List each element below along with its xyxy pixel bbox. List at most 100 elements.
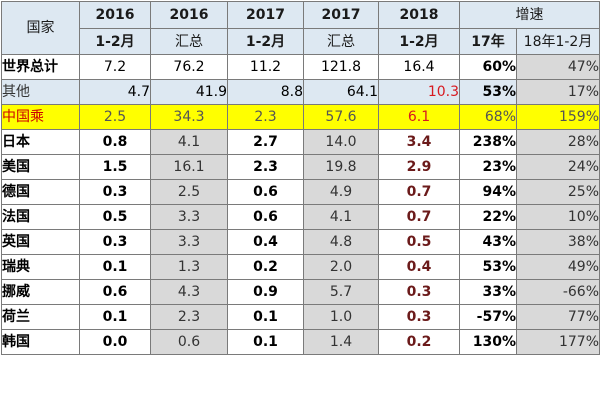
cell-value: 0.8 bbox=[79, 129, 151, 155]
cell-growth-18: 10% bbox=[516, 204, 600, 230]
cell-value: 1.3 bbox=[150, 254, 228, 280]
header-year: 2016 bbox=[79, 1, 151, 29]
header-period: 汇总 bbox=[303, 28, 379, 55]
cell-value: 2.9 bbox=[378, 154, 460, 180]
cell-value: 16.4 bbox=[378, 54, 460, 80]
cell-value: 0.5 bbox=[79, 204, 151, 230]
cell-value: 121.8 bbox=[303, 54, 379, 80]
cell-value: 0.2 bbox=[378, 329, 460, 355]
header-row-periods: 1-2月 汇总 1-2月 汇总 1-2月 17年 18年1-2月 bbox=[2, 28, 600, 55]
row-country: 德国 bbox=[1, 179, 80, 205]
cell-value: 0.6 bbox=[79, 279, 151, 305]
table-row: 世界总计 7.2 76.2 11.2 121.8 16.4 60% 47% bbox=[1, 54, 600, 80]
row-country: 其他 bbox=[1, 79, 80, 105]
cell-value: 2.3 bbox=[227, 154, 304, 180]
row-country: 美国 bbox=[1, 154, 80, 180]
cell-growth-18: 38% bbox=[516, 229, 600, 255]
cell-growth-17: 33% bbox=[459, 279, 517, 305]
cell-growth-18: 24% bbox=[516, 154, 600, 180]
header-period: 1-2月 bbox=[227, 28, 304, 55]
cell-growth-18: 77% bbox=[516, 304, 600, 330]
cell-value: 0.4 bbox=[227, 229, 304, 255]
cell-value: 4.9 bbox=[303, 179, 379, 205]
cell-value: 2.3 bbox=[227, 104, 304, 130]
cell-value: 4.1 bbox=[150, 129, 228, 155]
cell-value: 0.6 bbox=[227, 204, 304, 230]
table-row-highlight: 中国乘 2.5 34.3 2.3 57.6 6.1 68% 159% bbox=[1, 104, 600, 130]
cell-growth-18: 177% bbox=[516, 329, 600, 355]
cell-value: 1.4 bbox=[303, 329, 379, 355]
cell-value: 0.2 bbox=[227, 254, 304, 280]
row-country: 挪威 bbox=[1, 279, 80, 305]
cell-value: 0.7 bbox=[378, 204, 460, 230]
ev-sales-table: 国家 2016 2016 2017 2017 2018 增速 1-2月 汇总 1… bbox=[1, 1, 600, 355]
cell-value: 76.2 bbox=[150, 54, 228, 80]
row-country: 世界总计 bbox=[1, 54, 80, 80]
row-country: 荷兰 bbox=[1, 304, 80, 330]
cell-value: 57.6 bbox=[303, 104, 379, 130]
header-row-years: 国家 2016 2016 2017 2017 2018 增速 bbox=[1, 1, 600, 55]
cell-value: 4.3 bbox=[150, 279, 228, 305]
cell-value: 3.4 bbox=[378, 129, 460, 155]
cell-growth-17: -57% bbox=[459, 304, 517, 330]
cell-growth-17: 68% bbox=[459, 104, 517, 130]
cell-value: 0.5 bbox=[378, 229, 460, 255]
row-country: 日本 bbox=[1, 129, 80, 155]
cell-growth-18: -66% bbox=[516, 279, 600, 305]
cell-value: 2.7 bbox=[227, 129, 304, 155]
table-row: 法国 0.5 3.3 0.6 4.1 0.7 22% 10% bbox=[1, 204, 600, 230]
cell-value: 0.6 bbox=[227, 179, 304, 205]
table-row: 挪威 0.6 4.3 0.9 5.7 0.3 33% -66% bbox=[1, 279, 600, 305]
cell-value: 1.5 bbox=[79, 154, 151, 180]
cell-value: 0.7 bbox=[378, 179, 460, 205]
cell-growth-17: 43% bbox=[459, 229, 517, 255]
cell-value: 14.0 bbox=[303, 129, 379, 155]
cell-value: 2.3 bbox=[150, 304, 228, 330]
cell-growth-17: 60% bbox=[459, 54, 517, 80]
header-growth-18: 18年1-2月 bbox=[516, 28, 600, 55]
row-country: 韩国 bbox=[1, 329, 80, 355]
cell-value: 2.0 bbox=[303, 254, 379, 280]
cell-growth-17: 23% bbox=[459, 154, 517, 180]
header-year: 2018 bbox=[378, 1, 460, 29]
cell-value: 34.3 bbox=[150, 104, 228, 130]
header-period: 1-2月 bbox=[378, 28, 460, 55]
cell-value: 4.7 bbox=[79, 79, 151, 105]
header-year: 2016 bbox=[150, 1, 228, 29]
cell-value: 0.1 bbox=[227, 304, 304, 330]
cell-value: 6.1 bbox=[378, 104, 460, 130]
table-row: 其他 4.7 41.9 8.8 64.1 10.3 53% 17% bbox=[1, 79, 600, 105]
cell-value: 11.2 bbox=[227, 54, 304, 80]
table-row: 荷兰 0.1 2.3 0.1 1.0 0.3 -57% 77% bbox=[1, 304, 600, 330]
cell-value: 1.0 bbox=[303, 304, 379, 330]
cell-value: 3.3 bbox=[150, 229, 228, 255]
header-growth-17: 17年 bbox=[459, 28, 517, 55]
table-row: 瑞典 0.1 1.3 0.2 2.0 0.4 53% 49% bbox=[1, 254, 600, 280]
cell-growth-17: 238% bbox=[459, 129, 517, 155]
row-country: 法国 bbox=[1, 204, 80, 230]
header-year: 2017 bbox=[303, 1, 379, 29]
cell-growth-17: 22% bbox=[459, 204, 517, 230]
table-row: 英国 0.3 3.3 0.4 4.8 0.5 43% 38% bbox=[1, 229, 600, 255]
cell-value: 4.1 bbox=[303, 204, 379, 230]
cell-value: 7.2 bbox=[79, 54, 151, 80]
cell-growth-18: 47% bbox=[516, 54, 600, 80]
cell-value: 64.1 bbox=[303, 79, 379, 105]
cell-value: 4.8 bbox=[303, 229, 379, 255]
header-growth: 增速 bbox=[459, 1, 600, 29]
cell-growth-17: 53% bbox=[459, 254, 517, 280]
cell-value: 10.3 bbox=[378, 79, 460, 105]
table-row: 日本 0.8 4.1 2.7 14.0 3.4 238% 28% bbox=[1, 129, 600, 155]
cell-growth-18: 28% bbox=[516, 129, 600, 155]
cell-value: 3.3 bbox=[150, 204, 228, 230]
header-year: 2017 bbox=[227, 1, 304, 29]
header-period: 1-2月 bbox=[79, 28, 151, 55]
cell-growth-17: 130% bbox=[459, 329, 517, 355]
cell-growth-18: 159% bbox=[516, 104, 600, 130]
table-row: 德国 0.3 2.5 0.6 4.9 0.7 94% 25% bbox=[1, 179, 600, 205]
row-country: 瑞典 bbox=[1, 254, 80, 280]
header-period: 汇总 bbox=[150, 28, 228, 55]
cell-value: 5.7 bbox=[303, 279, 379, 305]
cell-value: 2.5 bbox=[79, 104, 151, 130]
cell-value: 8.8 bbox=[227, 79, 304, 105]
